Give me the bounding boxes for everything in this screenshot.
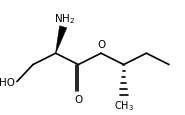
Polygon shape <box>56 26 67 54</box>
Text: HO: HO <box>0 77 15 87</box>
Text: O: O <box>74 94 83 104</box>
Text: O: O <box>97 40 105 50</box>
Text: CH$_3$: CH$_3$ <box>114 98 134 112</box>
Text: NH$_2$: NH$_2$ <box>54 12 75 26</box>
